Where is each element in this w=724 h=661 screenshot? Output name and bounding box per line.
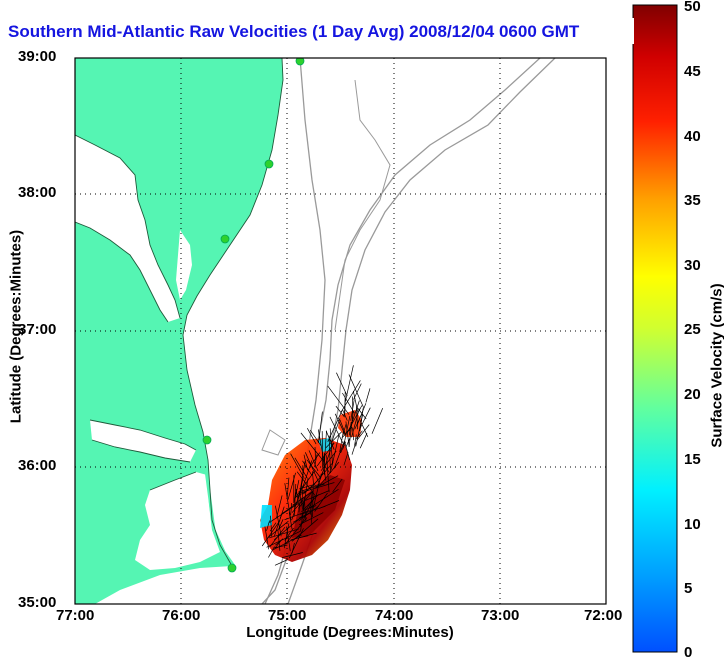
station-marker [221,235,229,243]
station-marker [265,160,273,168]
colorbar-tick-40: 40 [684,128,701,145]
x-tick-73: 73:00 [481,607,519,624]
y-tick-35: 35:00 [18,594,56,611]
colorbar-label: Surface Velocity (cm/s) [709,256,724,476]
x-tick-72: 72:00 [584,607,622,624]
x-tick-75: 75:00 [268,607,306,624]
y-tick-36: 36:00 [18,457,56,474]
y-tick-38: 38:00 [18,184,56,201]
x-tick-76: 76:00 [162,607,200,624]
x-tick-77: 77:00 [56,607,94,624]
colorbar [633,5,677,652]
y-tick-39: 39:00 [18,48,56,65]
x-axis-label: Longitude (Degrees:Minutes) [120,624,580,641]
colorbar-tick-20: 20 [684,386,701,403]
station-marker [203,436,211,444]
x-tick-74: 74:00 [375,607,413,624]
colorbar-overlap [600,18,634,44]
colorbar-tick-5: 5 [684,580,692,597]
colorbar-tick-50: 50 [684,0,701,15]
colorbar-tick-45: 45 [684,63,701,80]
colorbar-tick-10: 10 [684,516,701,533]
map-title: Southern Mid-Atlantic Raw Velocities (1 … [8,22,579,42]
y-axis-label: Latitude (Degrees:Minutes) [8,227,25,427]
station-marker [228,564,236,572]
colorbar-tick-35: 35 [684,192,701,209]
colorbar-tick-15: 15 [684,451,701,468]
colorbar-tick-0: 0 [684,644,692,661]
colorbar-tick-25: 25 [684,321,701,338]
colorbar-tick-30: 30 [684,257,701,274]
